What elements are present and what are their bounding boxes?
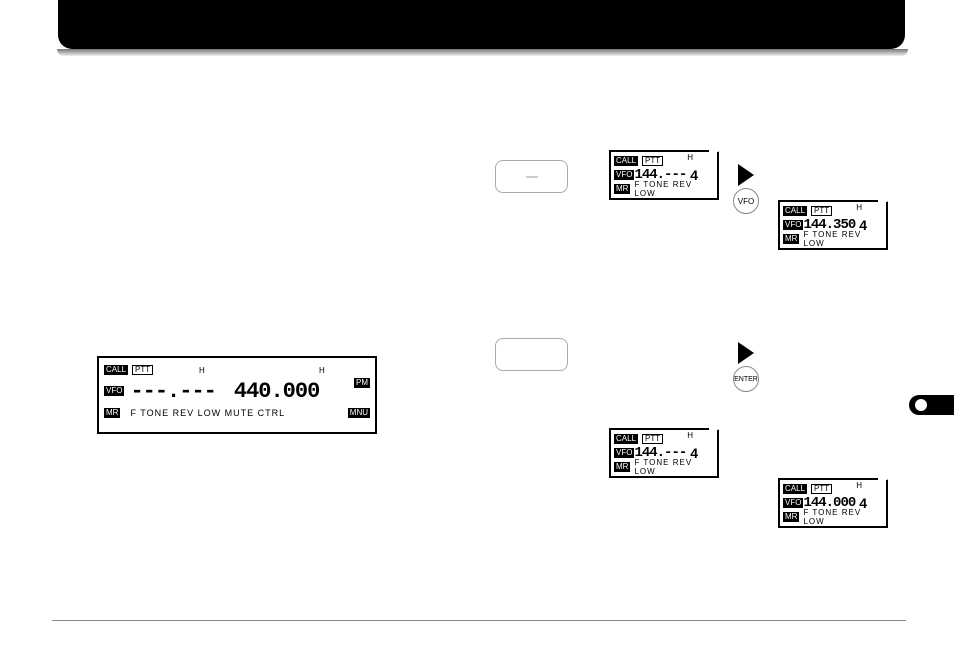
enter-button-label: ENTER bbox=[734, 376, 758, 383]
tag-vfo: VFO bbox=[783, 498, 803, 508]
tag-ptt: PTT bbox=[642, 434, 663, 444]
freq-left: ---.--- bbox=[130, 379, 215, 404]
tag-mr: MR bbox=[614, 184, 630, 194]
bottom-labels: F TONE REV LOW bbox=[634, 458, 714, 476]
tag-call: CALL bbox=[783, 484, 807, 494]
keycap-2[interactable] bbox=[495, 338, 568, 371]
keycap-1-label bbox=[526, 176, 538, 178]
tag-vfo: VFO bbox=[614, 448, 634, 458]
h1-indicator: H bbox=[199, 366, 205, 375]
tag-ptt: PTT bbox=[811, 206, 832, 216]
tag-vfo: VFO bbox=[104, 386, 124, 396]
tag-call: CALL bbox=[783, 206, 807, 216]
tag-mr: MR bbox=[783, 234, 799, 244]
arrow-icon bbox=[738, 164, 754, 186]
tag-vfo: VFO bbox=[614, 170, 634, 180]
lcd-small-4: H CALL PTT VFO 144.000 4 MR F TONE REV L… bbox=[778, 478, 888, 528]
tag-ptt: PTT bbox=[642, 156, 663, 166]
h-indicator: H bbox=[856, 481, 862, 490]
vfo-button-label: VFO bbox=[738, 197, 754, 206]
keycap-2-label bbox=[526, 354, 538, 356]
keycap-1[interactable] bbox=[495, 160, 568, 193]
arrow-icon bbox=[738, 342, 754, 364]
h-indicator: H bbox=[856, 203, 862, 212]
top-bar-shadow bbox=[57, 49, 908, 56]
top-bar bbox=[58, 0, 905, 49]
lcd-small-2: H CALL PTT VFO 144.350 4 MR F TONE REV L… bbox=[778, 200, 888, 250]
tag-call: CALL bbox=[614, 434, 638, 444]
freq-right: 440.000 bbox=[234, 379, 319, 404]
tag-mr: MR bbox=[614, 462, 630, 472]
tag-ptt: PTT bbox=[132, 365, 153, 375]
enter-button[interactable]: ENTER bbox=[733, 366, 759, 392]
tag-mr: MR bbox=[783, 512, 799, 522]
vfo-button[interactable]: VFO bbox=[733, 188, 759, 214]
bottom-labels: F TONE REV LOW bbox=[634, 180, 714, 198]
tag-call: CALL bbox=[104, 365, 128, 375]
tag-vfo: VFO bbox=[783, 220, 803, 230]
tag-mr: MR bbox=[104, 408, 120, 418]
lcd-small-1: H CALL PTT VFO 144.--- 4 MR F TONE REV L… bbox=[609, 150, 719, 200]
tag-pm: PM bbox=[354, 378, 370, 388]
h2-indicator: H bbox=[319, 366, 325, 375]
side-tab bbox=[909, 395, 954, 415]
bottom-labels: F TONE REV LOW bbox=[803, 230, 883, 248]
h-indicator: H bbox=[687, 153, 693, 162]
lcd-small-3: H CALL PTT VFO 144.--- 4 MR F TONE REV L… bbox=[609, 428, 719, 478]
footer-rule bbox=[52, 620, 906, 621]
h-indicator: H bbox=[687, 431, 693, 440]
tag-call: CALL bbox=[614, 156, 638, 166]
tag-mnu: MNU bbox=[348, 408, 370, 418]
tag-ptt: PTT bbox=[811, 484, 832, 494]
big-bottom-labels: F TONE REV LOW MUTE CTRL bbox=[130, 408, 285, 418]
bottom-labels: F TONE REV LOW bbox=[803, 508, 883, 526]
lcd-big: CALL PTT H H VFO ---.--- 440.000 PM MR F… bbox=[97, 356, 377, 434]
